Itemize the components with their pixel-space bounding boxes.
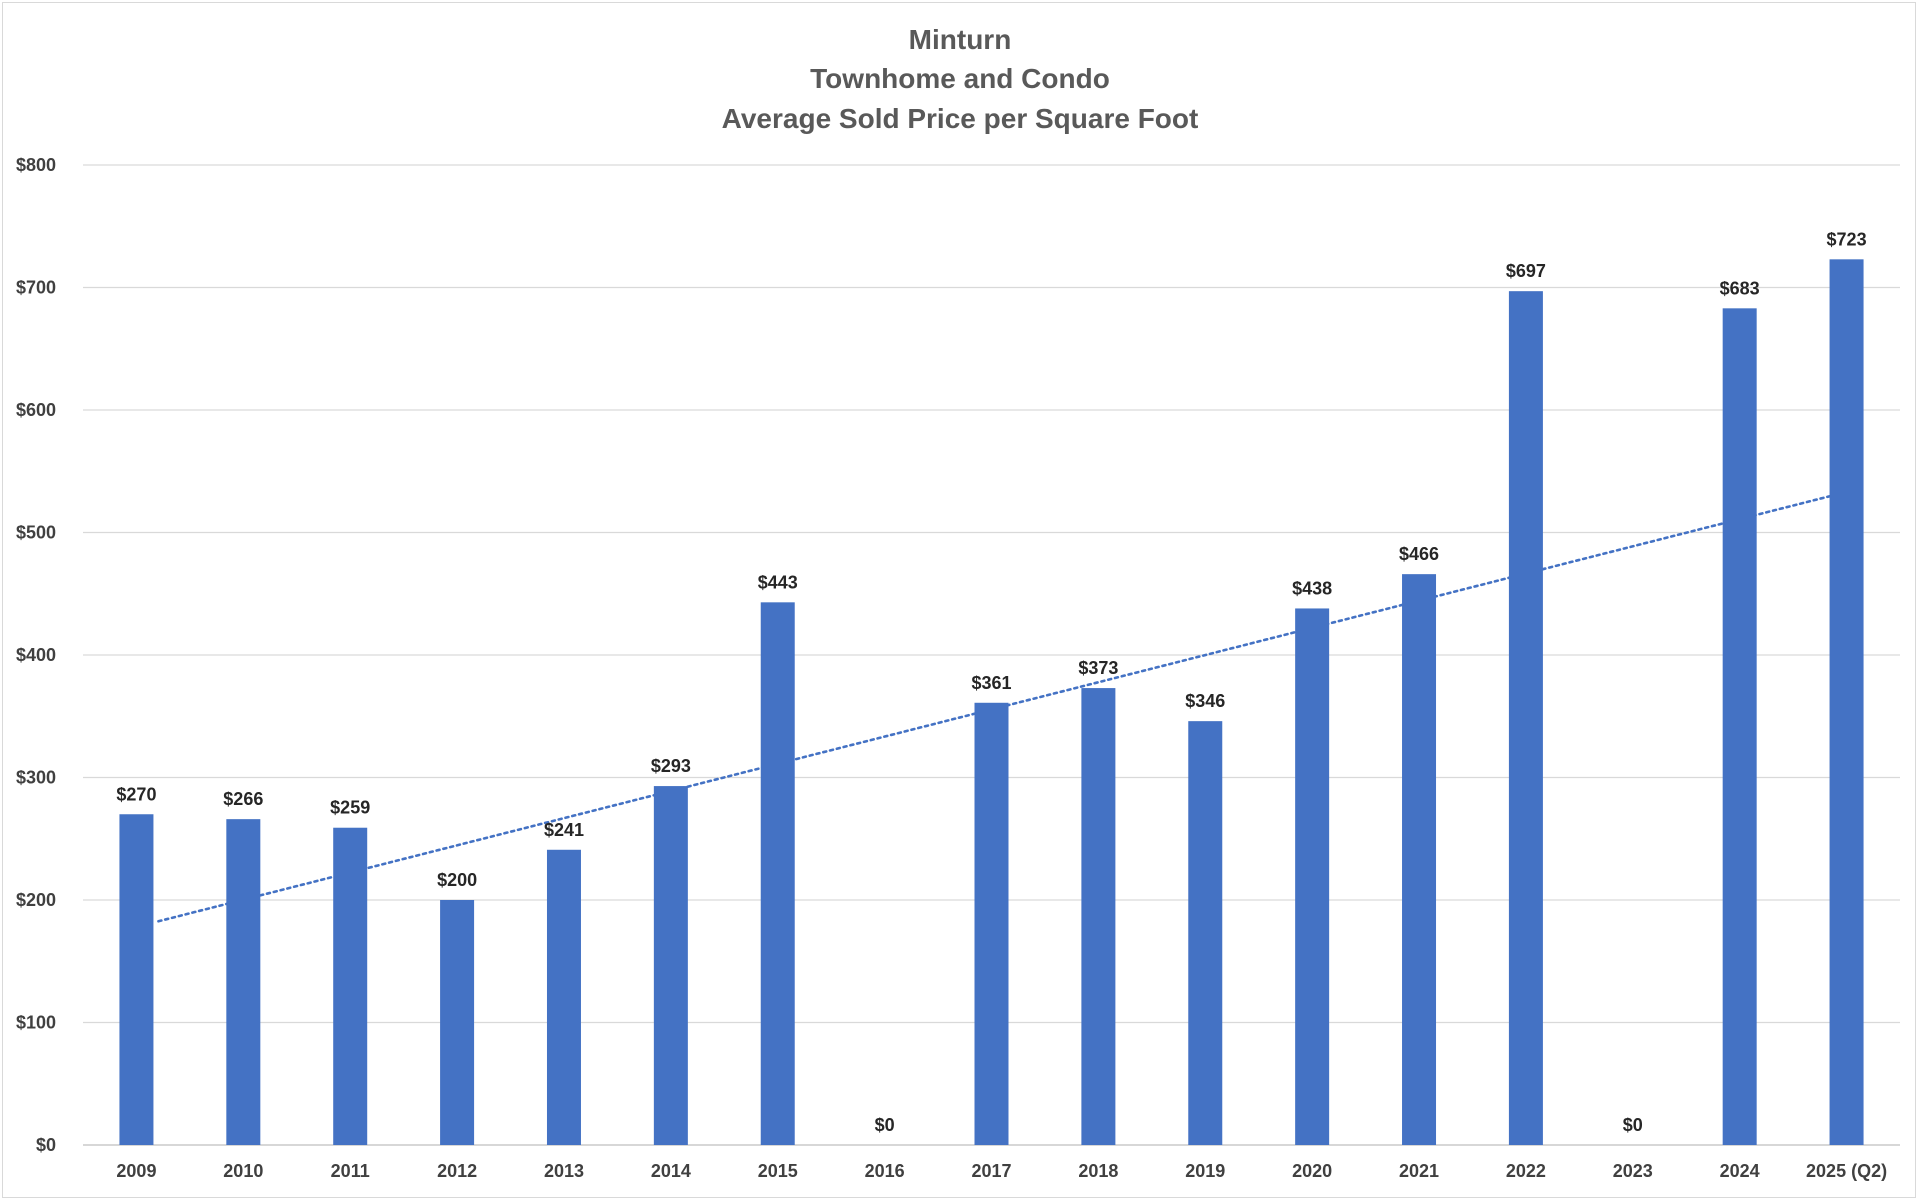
data-label: $373	[1078, 658, 1118, 678]
data-label: $0	[1623, 1115, 1643, 1135]
x-tick-label: 2024	[1720, 1161, 1760, 1181]
x-tick-label: 2016	[865, 1161, 905, 1181]
y-tick-label: $700	[16, 278, 56, 298]
x-tick-label: 2017	[971, 1161, 1011, 1181]
chart-title-line: Average Sold Price per Square Foot	[722, 103, 1199, 134]
data-label: $697	[1506, 261, 1546, 281]
y-tick-label: $400	[16, 645, 56, 665]
bar	[653, 786, 688, 1145]
data-label: $466	[1399, 544, 1439, 564]
x-tick-label: 2014	[651, 1161, 691, 1181]
bar	[1081, 688, 1116, 1145]
bar	[760, 602, 795, 1145]
data-label: $0	[875, 1115, 895, 1135]
bar	[226, 819, 261, 1145]
data-label: $259	[330, 798, 370, 818]
y-tick-label: $200	[16, 890, 56, 910]
x-tick-label: 2020	[1292, 1161, 1332, 1181]
bar	[1402, 574, 1437, 1145]
bar	[1722, 308, 1757, 1145]
y-tick-label: $100	[16, 1013, 56, 1033]
y-tick-label: $0	[36, 1135, 56, 1155]
bar	[1295, 608, 1330, 1145]
chart-title: Minturn Townhome and Condo Average Sold Pr…	[722, 24, 1199, 134]
x-tick-label: 2015	[758, 1161, 798, 1181]
bar	[333, 827, 368, 1145]
x-tick-label: 2011	[331, 1161, 370, 1181]
x-tick-label: 2013	[544, 1161, 584, 1181]
data-label: $723	[1827, 229, 1867, 249]
y-tick-label: $600	[16, 400, 56, 420]
x-tick-label: 2009	[116, 1161, 156, 1181]
x-tick-label: 2010	[223, 1161, 263, 1181]
chart-title-line: Townhome and Condo	[810, 63, 1110, 94]
y-tick-label: $800	[16, 155, 56, 175]
gridlines	[83, 164, 1900, 1146]
bar	[974, 702, 1009, 1145]
bar	[1188, 721, 1223, 1145]
x-tick-label: 2022	[1506, 1161, 1546, 1181]
bar	[119, 814, 154, 1145]
data-label: $241	[544, 820, 584, 840]
trendline-path	[157, 494, 1834, 923]
bar	[1829, 259, 1864, 1145]
y-axis-ticks: $0 $100 $200 $300 $400 $500 $600 $700 $800	[16, 155, 56, 1155]
x-tick-label: 2012	[437, 1161, 477, 1181]
x-tick-label: 2019	[1185, 1161, 1225, 1181]
data-label: $293	[651, 756, 691, 776]
x-axis-ticks: 2009 2010 2011 2012 2013 2014 2015 2016 2017 2018…	[116, 1161, 1887, 1181]
data-label: $683	[1720, 278, 1760, 298]
x-tick-label: 2023	[1613, 1161, 1653, 1181]
bar	[1508, 291, 1543, 1145]
data-label: $438	[1292, 578, 1332, 598]
y-tick-label: $300	[16, 768, 56, 788]
data-label: $361	[971, 673, 1011, 693]
data-label: $443	[758, 572, 798, 592]
x-tick-label: 2025 (Q2)	[1806, 1161, 1887, 1181]
data-label: $200	[437, 870, 477, 890]
data-label: $270	[116, 784, 156, 804]
bars	[119, 259, 1864, 1145]
x-tick-label: 2021	[1399, 1161, 1439, 1181]
data-labels: $270 $266 $259 $200 $241 $293 $443 $0 $361 $373 $3…	[116, 229, 1866, 1135]
chart-title-line: Minturn	[909, 24, 1012, 55]
bar	[440, 900, 475, 1145]
x-tick-label: 2018	[1078, 1161, 1118, 1181]
trendline	[157, 494, 1834, 923]
y-tick-label: $500	[16, 523, 56, 543]
data-label: $266	[223, 789, 263, 809]
data-label: $346	[1185, 691, 1225, 711]
bar	[546, 849, 581, 1145]
